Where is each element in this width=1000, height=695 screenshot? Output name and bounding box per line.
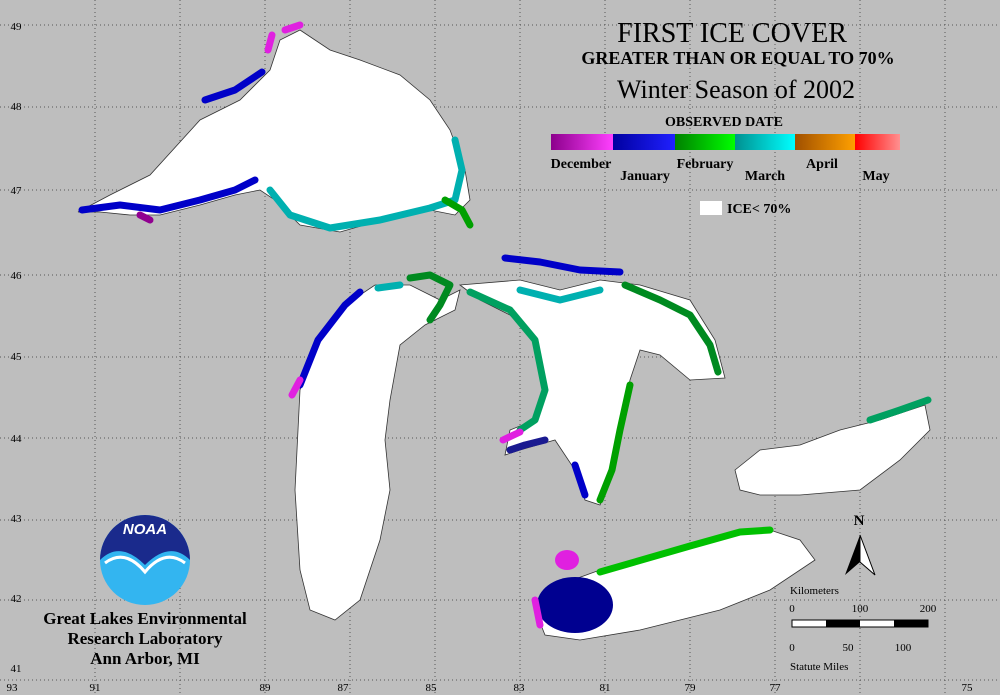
scale-km-tick: 200 — [920, 603, 937, 615]
lake-michigan — [288, 271, 461, 621]
latitude-label: 43 — [11, 513, 23, 525]
scale-mi-label: Statute Miles — [790, 661, 848, 673]
scale-mi-tick: 100 — [895, 642, 912, 654]
subtitle: GREATER THAN OR EQUAL TO 70% — [581, 48, 894, 68]
lake-superior — [77, 21, 474, 233]
latitude-label: 45 — [11, 351, 23, 363]
lake-huron — [458, 254, 726, 506]
season: Winter Season of 2002 — [617, 75, 855, 104]
legend-month: January — [620, 169, 670, 184]
noaa-logo: NOAA — [100, 515, 190, 605]
lake-ontario — [734, 396, 932, 496]
latitude-label: 41 — [11, 663, 22, 675]
longitude-label: 93 — [7, 682, 19, 694]
latitude-label: 49 — [11, 21, 23, 33]
legend-swatch-low-ice — [700, 201, 722, 215]
legend-month: April — [806, 157, 838, 172]
org-line: Ann Arbor, MI — [90, 649, 200, 668]
legend-low-ice: ICE< 70% — [727, 202, 791, 217]
latitude-label: 46 — [11, 270, 23, 282]
legend-month: March — [745, 169, 785, 184]
longitude-label: 75 — [962, 682, 974, 694]
title: FIRST ICE COVER — [617, 18, 847, 49]
longitude-label: 85 — [426, 682, 438, 694]
scale-km-tick: 100 — [852, 603, 869, 615]
legend-month: May — [862, 169, 889, 184]
org-line: Great Lakes Environmental — [43, 609, 247, 628]
longitude-label: 89 — [260, 682, 272, 694]
latitude-label: 47 — [11, 185, 23, 197]
legend-title: OBSERVED DATE — [665, 115, 783, 130]
longitude-label: 83 — [514, 682, 526, 694]
longitude-label: 79 — [685, 682, 697, 694]
lake-st-clair — [555, 550, 579, 570]
legend-colorbar — [551, 134, 900, 150]
north-label: N — [854, 513, 865, 529]
org-line: Research Laboratory — [67, 629, 223, 648]
longitude-label: 77 — [770, 682, 782, 694]
latitude-label: 42 — [11, 593, 22, 605]
legend-month: December — [551, 157, 612, 172]
lake-erie — [531, 526, 816, 641]
scale-mi-tick: 50 — [843, 642, 855, 654]
north-arrow — [845, 534, 876, 576]
latitude-label: 44 — [11, 433, 23, 445]
longitude-label: 87 — [338, 682, 350, 694]
scale-mi-tick: 0 — [789, 642, 795, 654]
legend-month: February — [677, 157, 734, 172]
logo-text: NOAA — [123, 521, 167, 538]
scale-km-label: Kilometers — [790, 585, 839, 597]
longitude-label: 91 — [90, 682, 101, 694]
scale-km-tick: 0 — [789, 603, 795, 615]
longitude-label: 81 — [600, 682, 611, 694]
scale-bar: Kilometers Statute Miles 0 100 200 0 50 100 — [789, 585, 937, 673]
latitude-label: 48 — [11, 101, 23, 113]
